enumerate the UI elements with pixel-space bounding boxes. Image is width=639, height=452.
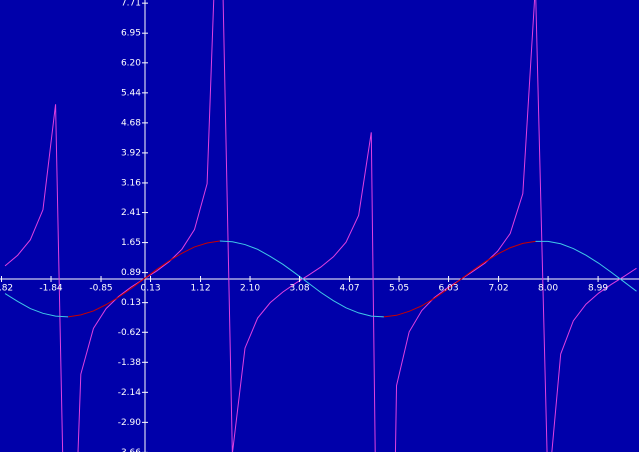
curve [4, 293, 69, 318]
x-tick-label: 8.99 [588, 284, 608, 294]
y-tick-label: -2.90 [118, 418, 142, 428]
curve [219, 240, 384, 318]
x-tick-label: 7.02 [489, 284, 509, 294]
x-tick-label: 6.03 [439, 284, 459, 294]
y-tick-label: 5.44 [121, 88, 141, 98]
x-tick-label: 5.05 [389, 284, 409, 294]
curve [68, 240, 220, 318]
x-tick-label: -0.85 [89, 284, 112, 294]
y-tick-label: 3.16 [121, 178, 141, 188]
y-tick-label: 1.65 [121, 238, 141, 248]
y-tick-label: -2.14 [118, 388, 142, 398]
y-tick-label: -0.62 [118, 328, 141, 338]
y-tick-label: 2.41 [121, 208, 141, 218]
x-tick-label: 3.08 [290, 284, 310, 294]
curve [535, 240, 637, 292]
y-tick-label: 3.92 [121, 148, 141, 158]
x-tick-label: -2.82 [0, 284, 13, 294]
y-tick-label: 6.95 [121, 29, 141, 39]
x-tick-label: 8.00 [538, 284, 558, 294]
x-tick-label: 4.07 [340, 284, 360, 294]
curve [4, 0, 637, 452]
y-tick-label: 0.89 [121, 268, 141, 278]
y-tick-label: 4.68 [121, 118, 141, 128]
y-tick-label: -1.38 [118, 358, 142, 368]
x-tick-label: 1.12 [191, 284, 211, 294]
x-tick-label: 2.10 [240, 284, 260, 294]
y-tick-label: -3.66 [118, 448, 142, 452]
y-tick-label: 0.13 [121, 298, 141, 308]
curve [383, 240, 536, 318]
x-tick-label: -1.84 [39, 284, 63, 294]
y-tick-label: 6.20 [121, 58, 141, 68]
x-tick-label: 0.13 [141, 284, 161, 294]
y-tick-label: 7.71 [121, 0, 141, 9]
